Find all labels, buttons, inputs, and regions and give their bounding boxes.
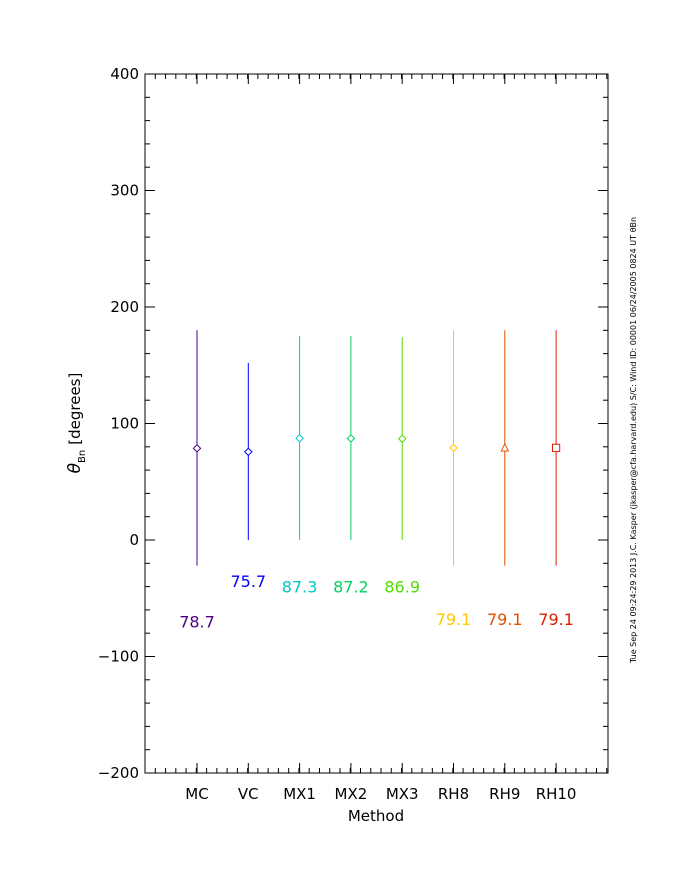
x-tick-label: MC (185, 785, 208, 803)
diamond-marker (397, 434, 407, 444)
plot-frame (144, 73, 609, 774)
x-tick-label: MX3 (386, 785, 419, 803)
y-tick-labels: −200 −100 0 100 200 300 400 (98, 65, 139, 782)
data-series (192, 330, 561, 566)
value-label: 79.1 (487, 610, 523, 629)
diamond-marker (192, 444, 202, 453)
y-axis-subscript: Bn (77, 450, 88, 463)
x-tick-label: MX1 (283, 785, 316, 803)
value-labels: 78.7 75.7 87.3 87.2 86.9 79.1 79.1 79.1 (179, 572, 574, 632)
y-tick-label: −100 (98, 648, 139, 666)
y-tick-label: 400 (110, 65, 139, 83)
diamond-marker (243, 447, 253, 457)
value-label: 78.7 (179, 613, 215, 632)
y-tick-label: 200 (110, 298, 139, 316)
y-axis-symbol: θ (65, 462, 85, 473)
y-axis-units: [degrees] (66, 373, 84, 445)
diamond-marker (449, 443, 458, 453)
value-label: 87.2 (333, 578, 369, 597)
value-label: 79.1 (538, 610, 574, 629)
x-tick-labels: MC VC MX1 MX2 MX3 RH8 RH9 RH10 (185, 785, 576, 803)
side-annotation: Tue Sep 24 09:24:29 2013 J.C. Kasper (jk… (629, 217, 638, 664)
x-axis-title: Method (348, 807, 404, 825)
x-tick-label: RH10 (536, 785, 577, 803)
diamond-marker (295, 433, 304, 443)
diamond-marker (346, 434, 356, 443)
value-label: 87.3 (282, 578, 318, 597)
y-tick-label: 300 (110, 182, 139, 200)
axis-ticks (145, 73, 608, 774)
y-tick-label: 100 (110, 415, 139, 433)
x-tick-label: VC (238, 785, 259, 803)
value-label: 86.9 (384, 578, 420, 597)
y-axis-title: θBn [degrees] (65, 373, 88, 474)
y-tick-label: 0 (129, 531, 139, 549)
y-tick-label: −200 (98, 764, 139, 782)
square-marker (552, 443, 561, 452)
x-tick-label: RH9 (489, 785, 520, 803)
triangle-marker (500, 442, 510, 452)
value-label: 75.7 (230, 572, 266, 591)
value-label: 79.1 (436, 610, 472, 629)
x-tick-label: MX2 (335, 785, 368, 803)
x-tick-label: RH8 (438, 785, 469, 803)
